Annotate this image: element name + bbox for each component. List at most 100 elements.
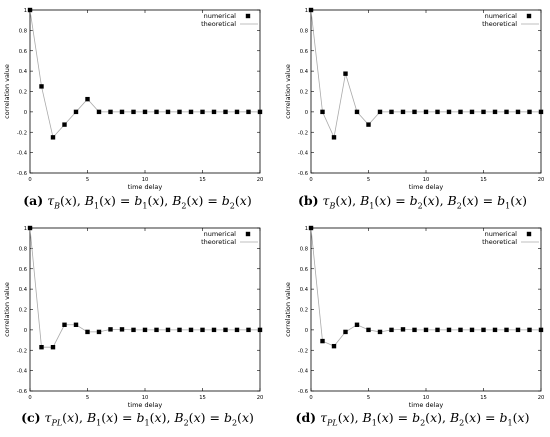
data-point xyxy=(412,109,417,115)
legend-numerical-marker xyxy=(245,231,251,237)
data-point xyxy=(27,7,33,13)
y-tick-label: 0.4 xyxy=(19,69,28,75)
x-tick-label: 20 xyxy=(257,395,264,401)
caption-text: ( xyxy=(62,410,68,425)
caption-var: x xyxy=(430,410,438,425)
caption-text: ( xyxy=(337,410,343,425)
caption-term: b xyxy=(136,410,145,425)
x-tick-label: 20 xyxy=(538,177,545,183)
data-point xyxy=(354,322,360,327)
data-point xyxy=(73,322,79,327)
data-point xyxy=(458,109,463,115)
caption-text: ) xyxy=(522,193,528,208)
data-point xyxy=(96,329,102,335)
data-point xyxy=(85,329,90,335)
caption-var: x xyxy=(193,410,201,425)
data-point xyxy=(469,109,475,115)
data-point xyxy=(119,327,125,332)
x-tick-label: 0 xyxy=(28,395,31,401)
caption-term: τ xyxy=(320,410,328,425)
y-tick-label: 1 xyxy=(305,226,308,232)
caption-text: ( xyxy=(510,193,516,208)
y-tick-label: 0.2 xyxy=(19,90,27,96)
legend-numerical-label: numerical xyxy=(485,230,518,238)
caption-text: ), xyxy=(161,410,175,425)
caption-term: B xyxy=(449,410,460,425)
caption-text: ( xyxy=(147,193,153,208)
data-point xyxy=(308,7,314,13)
data-point xyxy=(177,327,182,333)
data-point xyxy=(423,109,429,115)
caption-subscript: PL xyxy=(327,418,338,428)
x-tick-label: 10 xyxy=(423,177,430,183)
caption-var: x xyxy=(517,410,525,425)
caption-var: x xyxy=(106,410,114,425)
caption-subscript: B xyxy=(54,201,61,211)
data-point xyxy=(188,327,194,333)
y-tick-label: -0.4 xyxy=(17,151,28,157)
x-tick-label: 0 xyxy=(309,177,312,183)
caption-var: x xyxy=(152,193,160,208)
caption-text: ( xyxy=(101,410,107,425)
y-tick-label: -0.4 xyxy=(298,369,309,375)
legend-numerical-marker xyxy=(526,231,532,237)
y-tick-label: 0.2 xyxy=(19,308,27,314)
data-point xyxy=(27,225,33,231)
y-tick-label: 1 xyxy=(305,8,308,14)
data-point xyxy=(96,109,102,115)
data-point xyxy=(538,109,544,115)
caption-subscript: 2 xyxy=(183,418,189,428)
data-point xyxy=(400,327,406,332)
data-point xyxy=(389,109,394,115)
y-tick-label: 0.6 xyxy=(19,49,27,55)
caption-term: B xyxy=(84,193,94,208)
data-point xyxy=(377,329,383,335)
x-axis-label: time delay xyxy=(128,183,163,191)
caption-term: b xyxy=(221,193,230,208)
caption-text: ( xyxy=(512,410,518,425)
caption-text: ) = xyxy=(113,410,137,425)
caption-text: ( xyxy=(237,410,242,425)
y-tick-label: 0.4 xyxy=(300,69,309,75)
x-tick-label: 10 xyxy=(423,395,430,401)
x-tick-label: 5 xyxy=(86,395,89,401)
data-point xyxy=(538,327,544,333)
data-point xyxy=(320,338,325,344)
data-point xyxy=(257,109,263,115)
caption-text: ) = xyxy=(200,410,224,425)
caption-text: ), xyxy=(437,410,450,425)
data-point xyxy=(131,327,136,333)
data-point xyxy=(73,109,79,115)
caption-term: B xyxy=(447,193,457,208)
y-axis-label: correlation value xyxy=(3,282,11,337)
caption-subscript: B xyxy=(329,201,336,211)
data-point xyxy=(246,109,251,115)
x-axis-label: time delay xyxy=(409,401,444,409)
caption-subscript: 1 xyxy=(144,418,150,428)
caption-subscript: PL xyxy=(51,418,63,428)
legend-numerical-label: numerical xyxy=(485,12,518,20)
y-tick-label: 0.8 xyxy=(19,246,27,252)
caption-text: ( xyxy=(186,193,192,208)
y-tick-label: 0.6 xyxy=(300,267,308,273)
caption-var: x xyxy=(469,410,477,425)
y-tick-label: 0.6 xyxy=(300,49,308,55)
caption-var: x xyxy=(381,410,389,425)
panel-label: (d) xyxy=(295,410,317,425)
caption-text: ( xyxy=(188,410,194,425)
caption-var: x xyxy=(241,410,249,425)
y-tick-label: 0 xyxy=(305,110,308,116)
plot-frame xyxy=(29,227,261,392)
legend-theoretical-label: theoretical xyxy=(201,20,236,28)
caption-d: (d) τPL(x), B1(x) = b2(x), B2(x) = b1(x) xyxy=(275,409,550,428)
caption-term: b xyxy=(499,410,508,425)
data-point xyxy=(85,96,90,102)
caption-text: ( xyxy=(99,193,104,208)
x-tick-label: 10 xyxy=(142,395,149,401)
data-point xyxy=(331,135,337,140)
x-tick-label: 0 xyxy=(28,177,31,183)
caption-text: ) = xyxy=(198,193,222,208)
data-point xyxy=(177,109,182,115)
